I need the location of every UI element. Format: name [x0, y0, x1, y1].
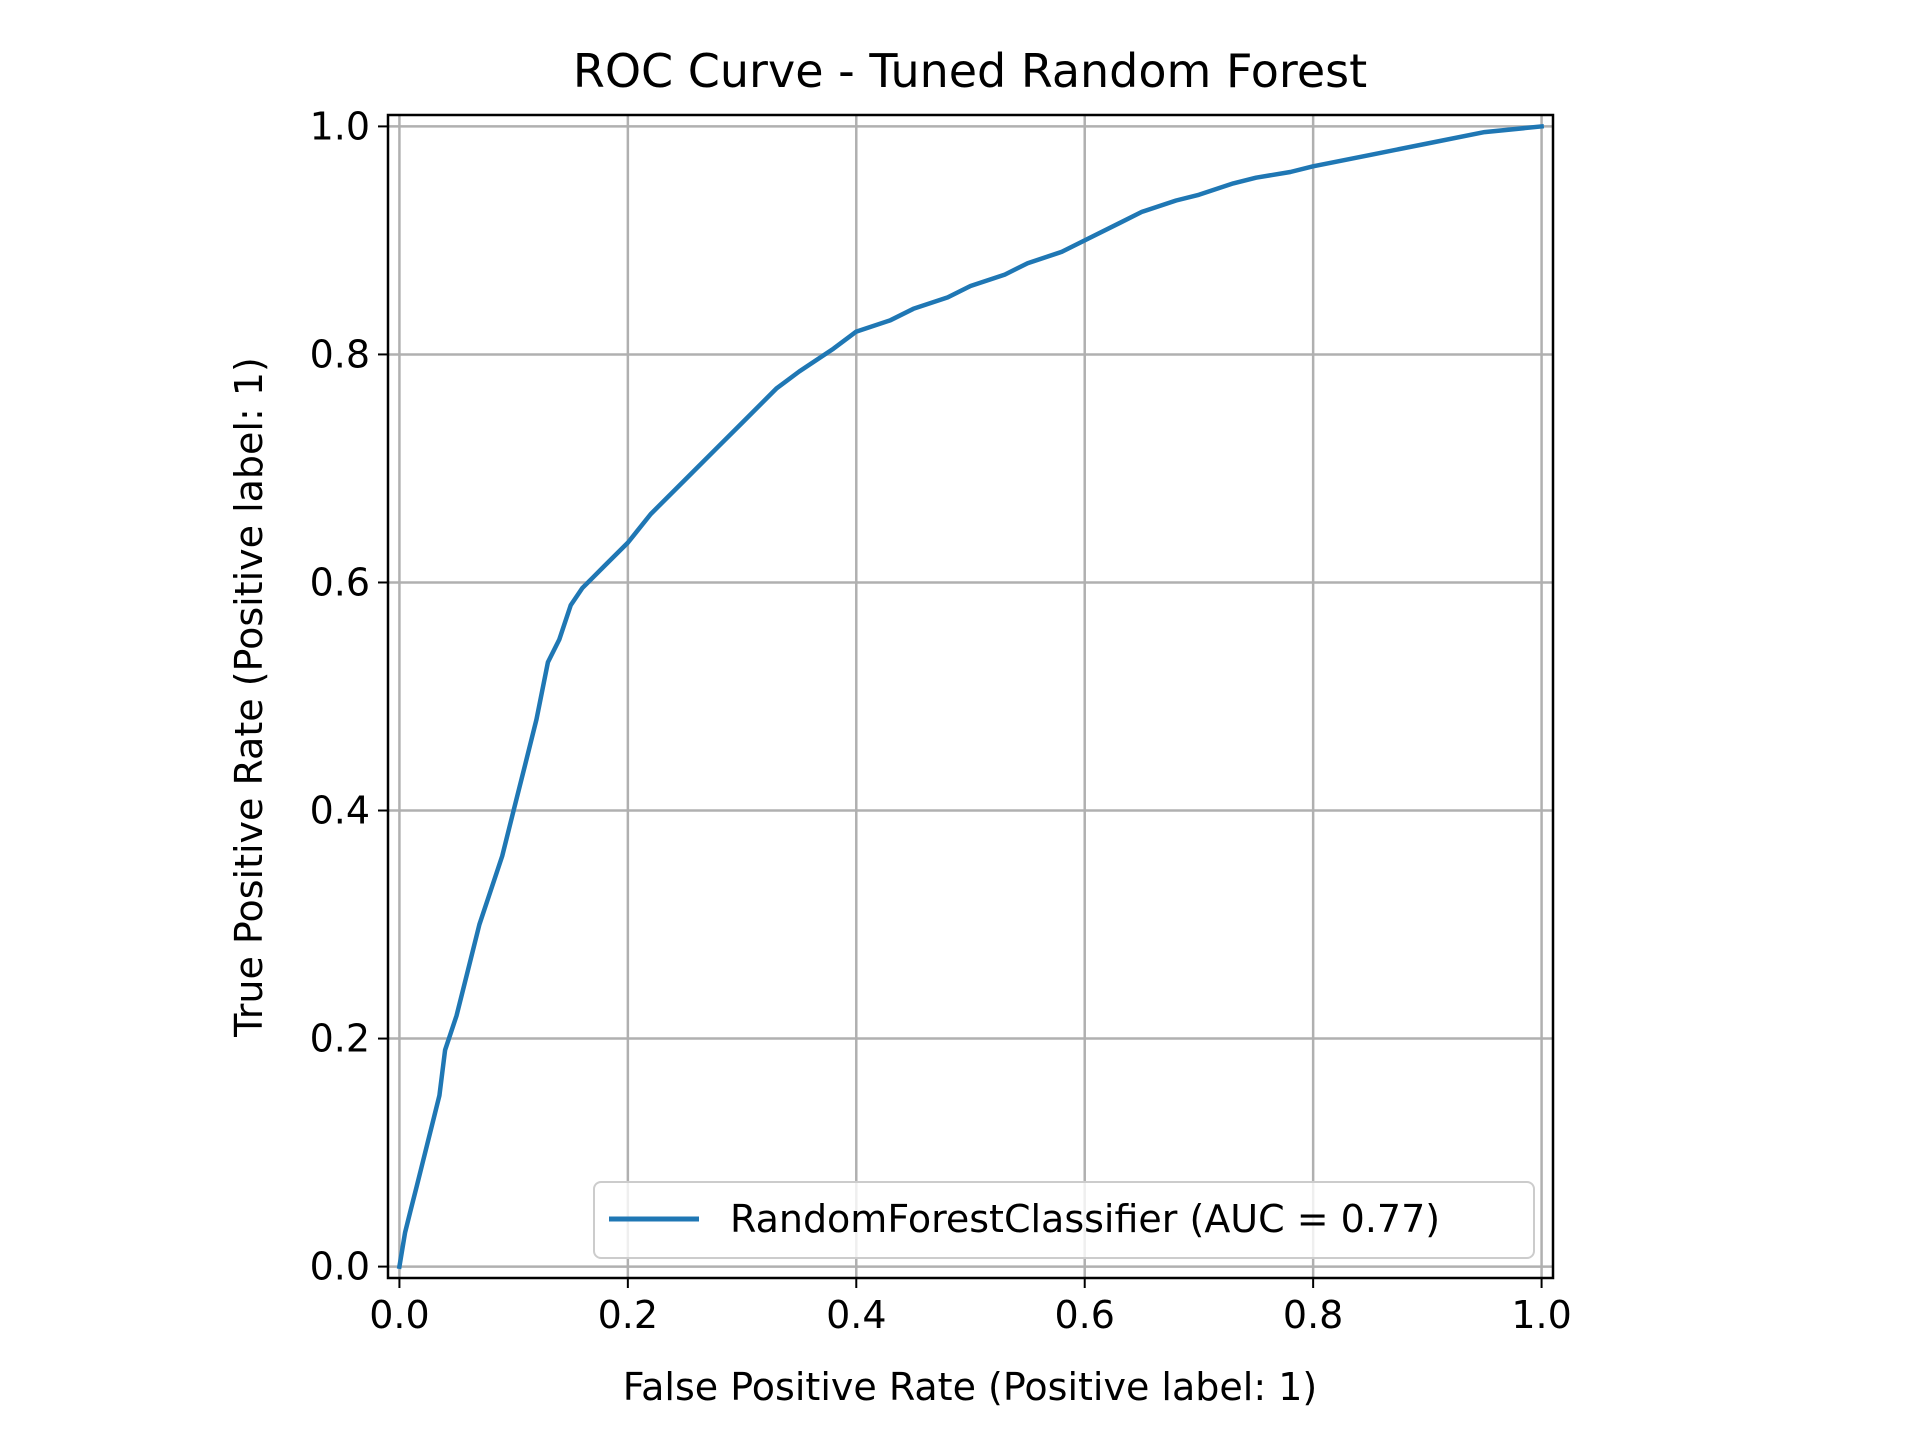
legend-box: [593, 1181, 1535, 1259]
grid: [388, 115, 1553, 1278]
y-tick-label: 0.4: [310, 789, 370, 833]
x-tick-label: 0.0: [369, 1293, 429, 1337]
y-tick-label: 0.0: [310, 1245, 370, 1289]
x-axis-title: False Positive Rate (Positive label: 1): [623, 1365, 1317, 1409]
x-tick-label: 0.2: [598, 1293, 658, 1337]
chart-title: ROC Curve - Tuned Random Forest: [573, 44, 1367, 98]
x-tick-label: 0.8: [1283, 1293, 1343, 1337]
series-group: [396, 123, 1545, 1270]
plot-frame: [386, 113, 1555, 1280]
y-tick-label: 1.0: [310, 104, 370, 148]
legend-label: RandomForestClassifier (AUC = 0.77): [730, 1197, 1440, 1241]
y-tick-label: 0.2: [310, 1017, 370, 1061]
x-tick-label: 1.0: [1511, 1293, 1571, 1337]
roc-curve-line: [396, 123, 1545, 1270]
y-tick-label: 0.6: [310, 560, 370, 604]
y-tick-label: 0.8: [310, 332, 370, 376]
x-tick-label: 0.4: [826, 1293, 886, 1337]
legend: RandomForestClassifier (AUC = 0.77): [593, 1181, 1535, 1259]
y-axis-title: True Positive Rate (Positive label: 1): [227, 357, 271, 1038]
x-tick-label: 0.6: [1054, 1293, 1114, 1337]
axis-ticks: 0.00.0 0.2 0.2 0.4 0.4 0.6 0.6 0.8 0.8 1.0 1.0: [310, 104, 1572, 1337]
